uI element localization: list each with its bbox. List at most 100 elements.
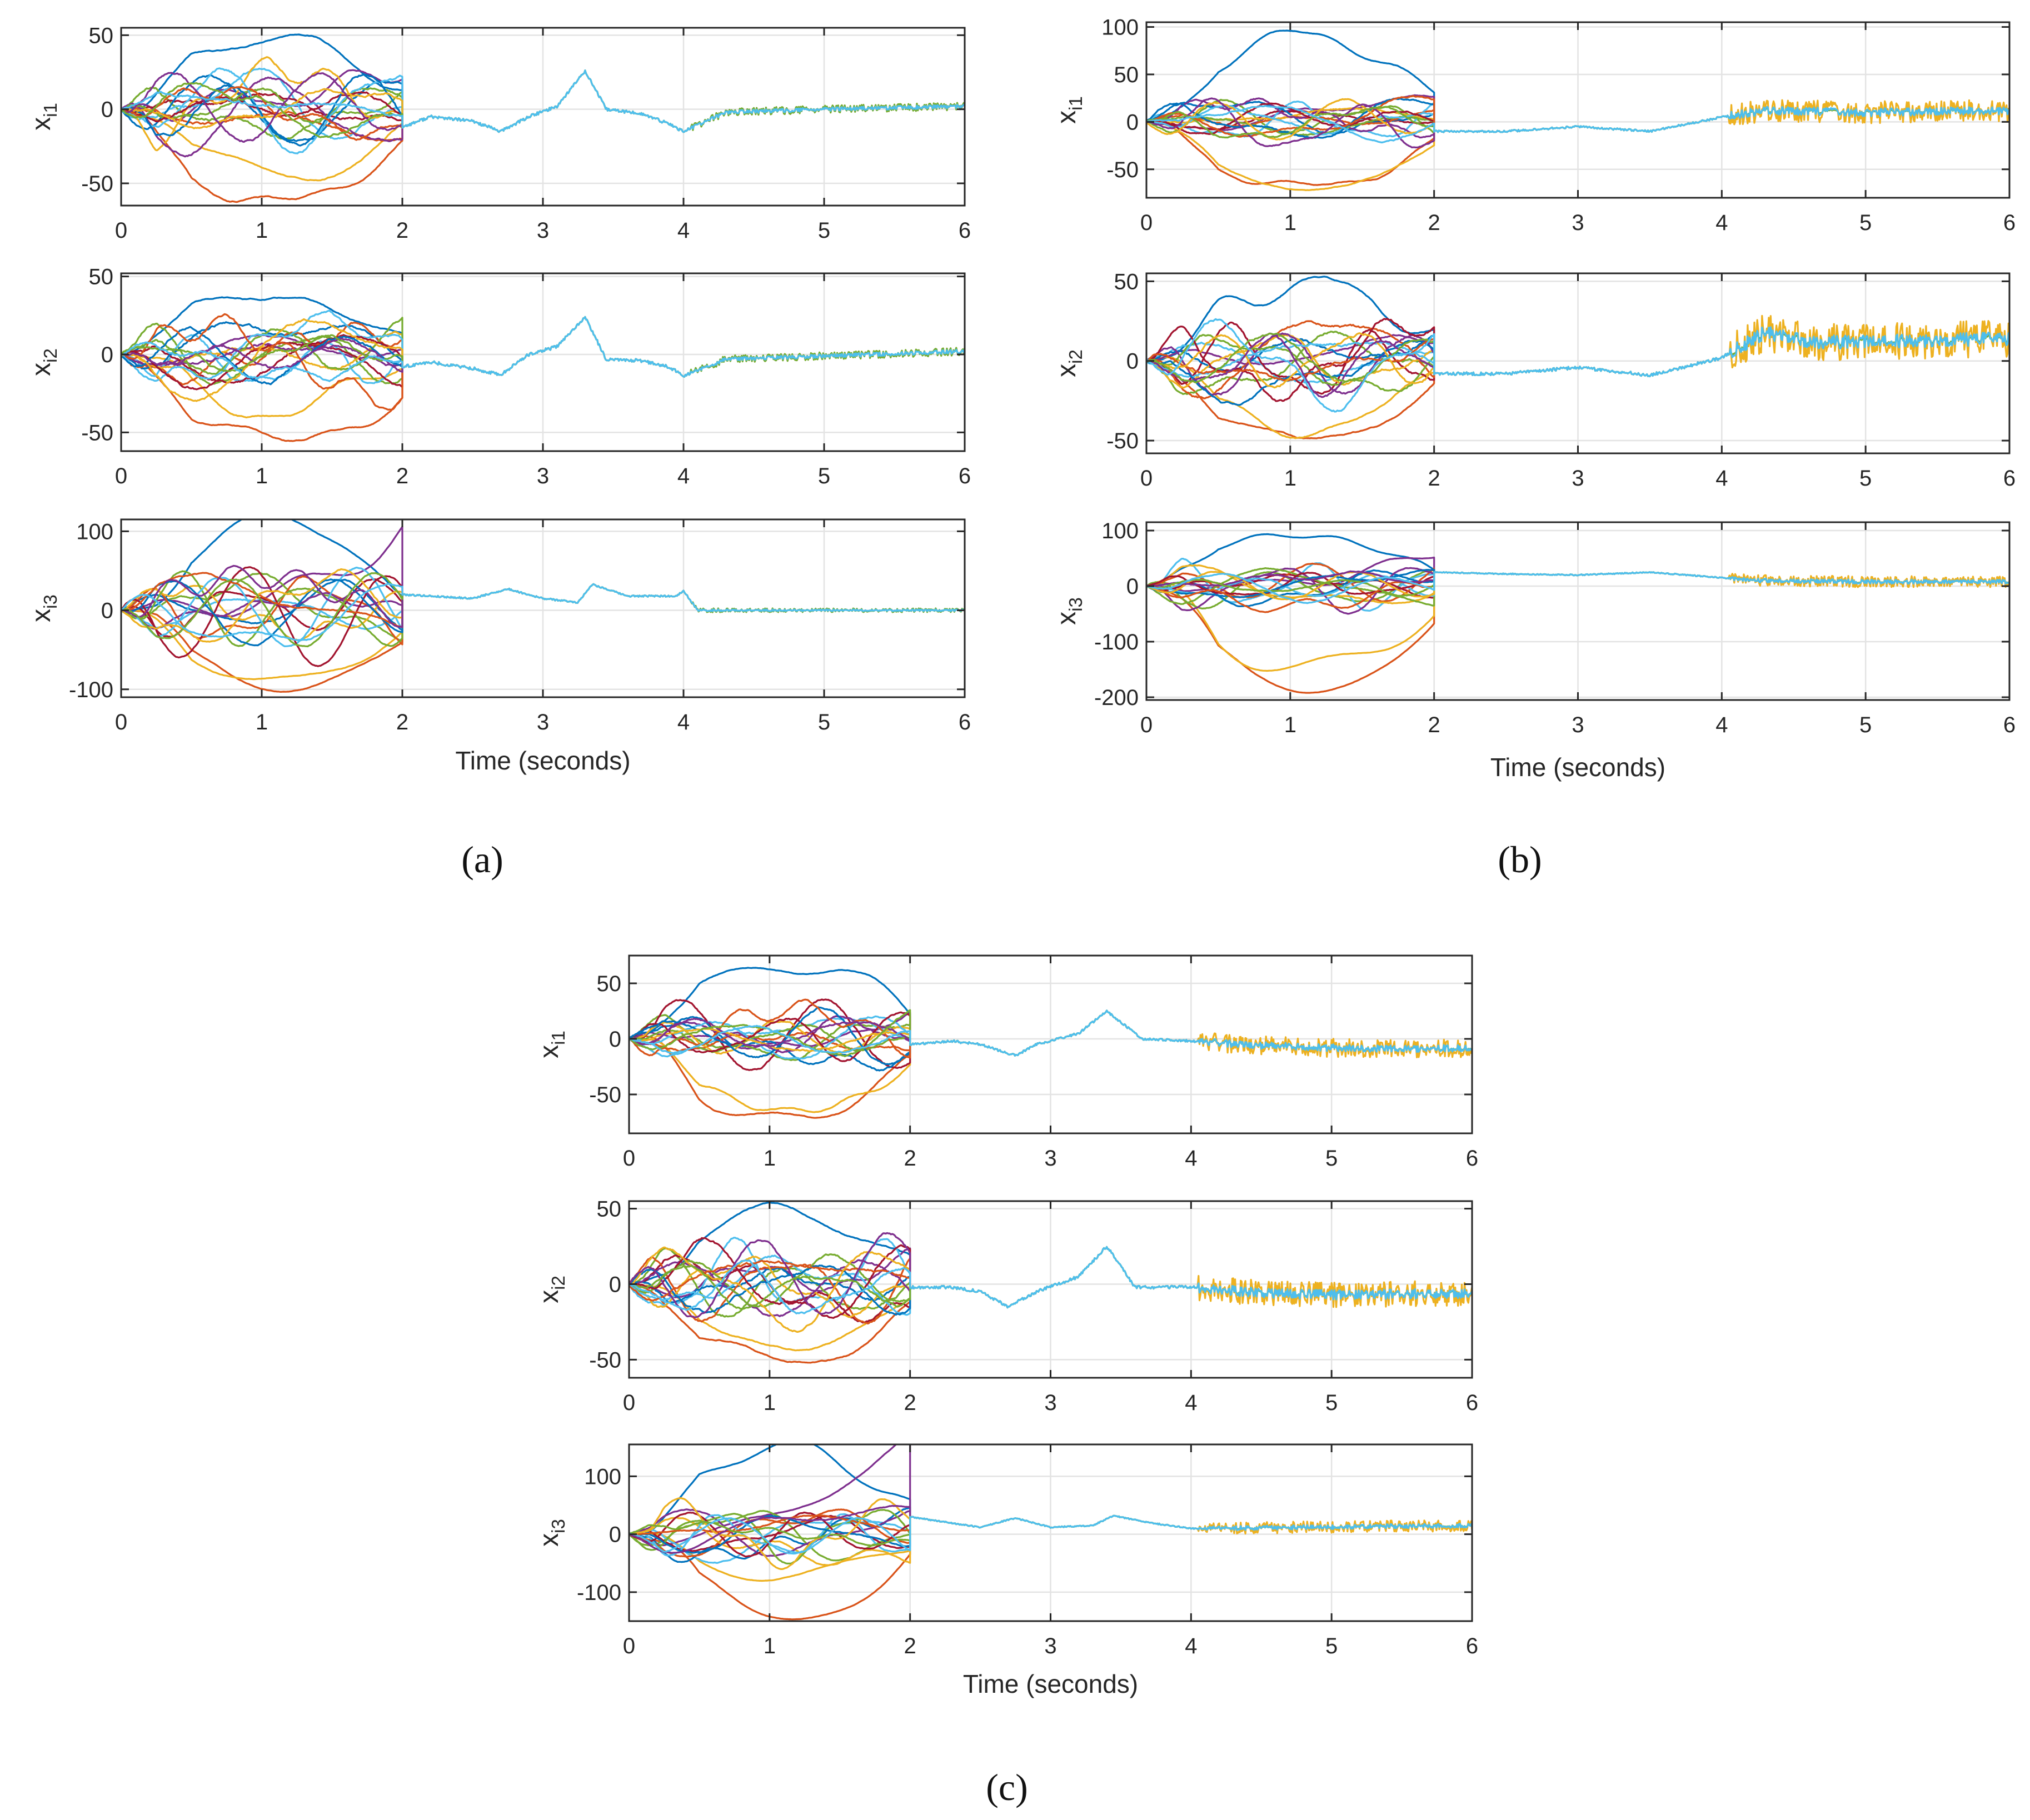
agent-trace: [121, 91, 403, 128]
panel-a-label: (a): [461, 838, 503, 881]
agent-trace: [1146, 571, 1435, 597]
agent-trace: [1146, 98, 1435, 141]
y-tick-label: 0: [609, 1523, 621, 1547]
x-tick-label: 5: [818, 218, 830, 243]
agent-trace: [121, 88, 403, 129]
x-tick-label: 5: [1859, 713, 1872, 737]
y-tick-label: 50: [1114, 269, 1139, 294]
x-tick-label: 1: [256, 710, 268, 734]
agent-trace: [629, 1508, 911, 1558]
x-tick-label: 4: [1185, 1391, 1197, 1415]
panel-c-subplot-3-traces: [629, 1444, 1472, 1621]
x-tick-label: 6: [2003, 466, 2016, 491]
x-tick-label: 5: [1859, 211, 1872, 235]
agent-trace: [121, 92, 403, 128]
agent-trace: [1146, 570, 1435, 587]
agent-trace: [629, 1247, 911, 1298]
x-tick-label: 4: [677, 218, 690, 243]
ylabel-main: x: [27, 117, 56, 131]
y-tick-label: 50: [1114, 63, 1139, 87]
x-tick-label: 5: [818, 710, 830, 734]
x-tick-label: 2: [904, 1634, 916, 1658]
agent-trace: [121, 568, 403, 643]
agent-trace: [121, 73, 403, 147]
x-tick-label: 0: [623, 1634, 635, 1658]
x-tick-label: 6: [959, 218, 971, 243]
agent-trace: [629, 1283, 911, 1364]
panel-c-subplot-1: 0 1 2 3 4 5 6 -50 0 50 xi1: [535, 954, 1478, 1171]
agent-trace: [1146, 332, 1435, 389]
y-tick-label: 0: [101, 98, 113, 122]
x-tick-label: 1: [1284, 211, 1296, 235]
x-tick-label: 2: [396, 710, 408, 734]
x-tick-label: 6: [1466, 1634, 1478, 1658]
x-tick-label: 6: [959, 710, 971, 734]
x-tick-label: 1: [764, 1391, 776, 1415]
y-tick-label: 50: [89, 265, 114, 289]
agent-trace: [629, 1516, 911, 1564]
panel-c-subplot-3: 0 1 2 3 4 5 6 -100 0 100 xi3: [535, 1443, 1478, 1658]
agent-trace: [121, 343, 403, 388]
y-tick-label: 0: [1126, 349, 1139, 374]
consensus-mean-trace: [909, 1514, 1472, 1531]
x-tick-label: 0: [1140, 211, 1153, 235]
agent-trace: [121, 322, 403, 386]
y-tick-label: 0: [609, 1027, 621, 1052]
x-tick-label: 0: [115, 464, 127, 488]
agent-trace: [1146, 104, 1435, 144]
x-tick-label: 5: [1325, 1391, 1338, 1415]
agent-trace: [1146, 571, 1435, 694]
y-tick-label: 0: [101, 599, 113, 623]
y-tick-label: 50: [597, 972, 622, 996]
y-tick-label: 0: [1126, 110, 1139, 134]
x-tick-label: 6: [959, 464, 971, 488]
x-tick-label: 5: [818, 464, 830, 488]
agent-trace: [1146, 567, 1435, 607]
x-tick-label: 2: [1428, 466, 1440, 491]
agent-trace: [121, 338, 403, 373]
x-tick-label: 4: [1715, 466, 1728, 491]
panel-a-subplot-2-traces: [121, 296, 965, 442]
panel-a-subplot-3-traces: [121, 519, 965, 693]
agent-trace: [629, 1038, 911, 1113]
agent-trace: [121, 76, 403, 158]
agent-trace: [629, 1504, 911, 1554]
agent-trace: [1146, 533, 1435, 587]
y-tick-label: -50: [1106, 158, 1139, 182]
x-tick-label: 1: [764, 1146, 776, 1171]
consensus-mean-trace: [1433, 326, 2009, 378]
agent-trace: [629, 1514, 911, 1536]
ylabel-main: x: [535, 1533, 564, 1547]
y-tick-label: -100: [1094, 630, 1139, 654]
y-tick-label: -100: [69, 678, 113, 702]
agent-trace: [1146, 341, 1435, 378]
agent-trace: [629, 1259, 911, 1314]
agent-trace: [121, 572, 403, 648]
agent-trace: [629, 1017, 911, 1047]
agent-trace: [629, 1015, 911, 1060]
x-tick-label: 3: [1572, 713, 1584, 737]
ylabel-main: x: [1052, 111, 1081, 124]
panel-c-subplot-2-ylabel: xi2: [535, 1276, 568, 1303]
x-tick-label: 3: [537, 464, 549, 488]
x-tick-label: 2: [396, 464, 408, 488]
agent-trace: [629, 998, 911, 1071]
agent-trace: [1146, 334, 1435, 375]
agent-trace: [121, 584, 403, 642]
x-tick-label: 3: [1572, 466, 1584, 491]
y-tick-label: 100: [584, 1464, 621, 1489]
agent-trace: [121, 326, 403, 386]
ylabel-subscript: i2: [40, 348, 61, 363]
agent-trace: [1146, 320, 1435, 399]
x-tick-label: 3: [1044, 1146, 1056, 1171]
panel-c-subplot-2-traces: [629, 1201, 1472, 1364]
consensus-mean-trace: [1433, 106, 2009, 133]
panel-b-subplot-1-ylabel: xi1: [1052, 96, 1086, 124]
x-tick-label: 4: [1185, 1146, 1197, 1171]
panel-b-label: (b): [1498, 838, 1542, 881]
x-tick-label: 6: [1466, 1391, 1478, 1415]
panel-c-subplot-1-ylabel: xi1: [535, 1031, 568, 1058]
